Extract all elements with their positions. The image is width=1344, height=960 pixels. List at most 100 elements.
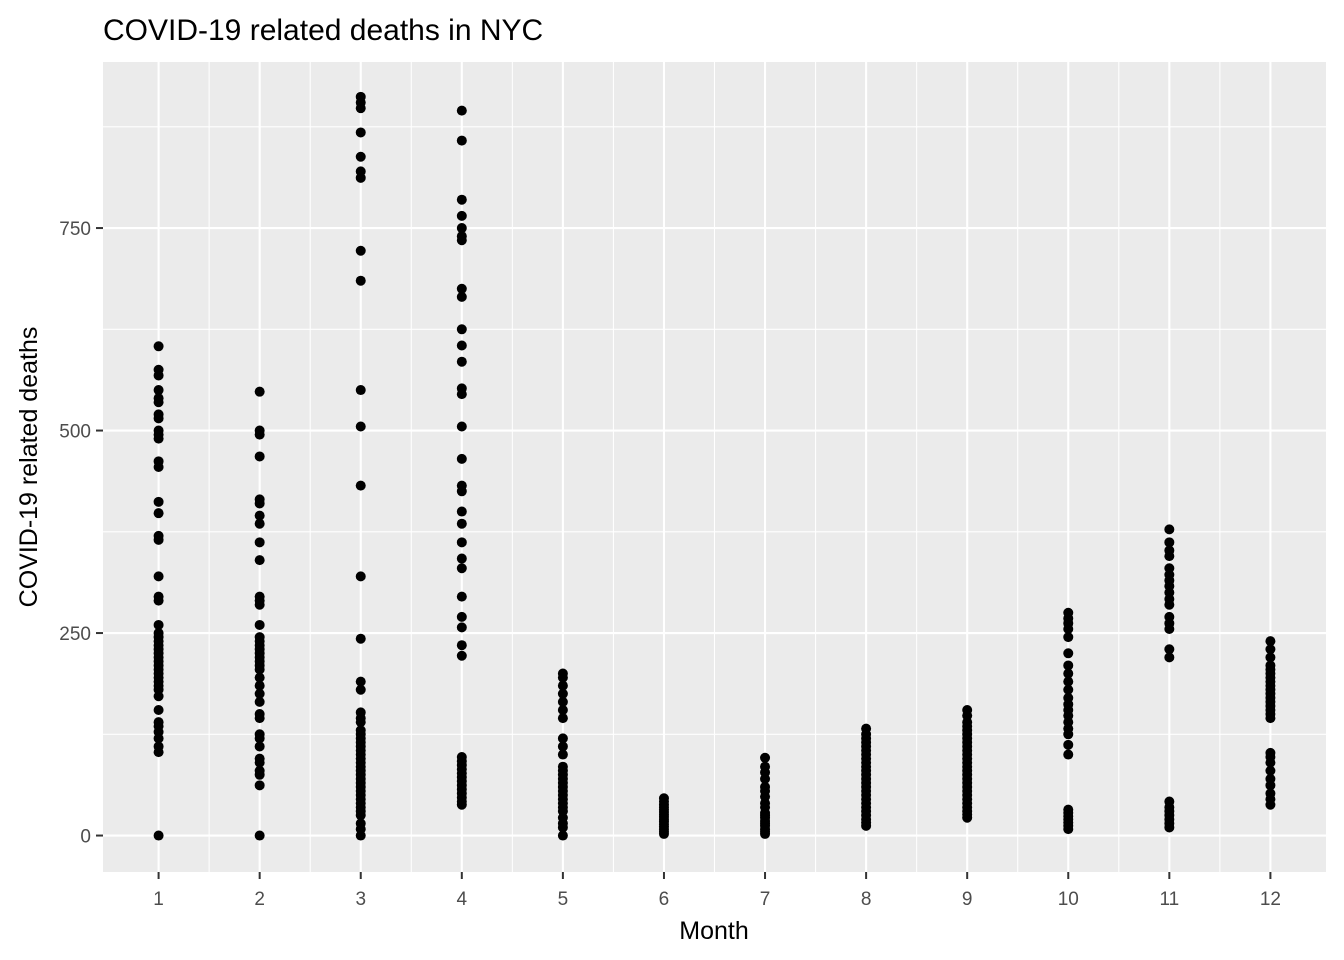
data-point <box>355 725 366 736</box>
data-point <box>254 425 265 436</box>
data-point <box>153 341 164 352</box>
data-point <box>1063 692 1074 703</box>
data-point <box>355 684 366 695</box>
data-point <box>456 640 467 651</box>
data-point <box>254 537 265 548</box>
x-tick-label: 5 <box>558 889 569 910</box>
x-tick-label: 8 <box>861 889 872 910</box>
data-point <box>456 135 467 146</box>
data-point <box>1063 676 1074 687</box>
data-point <box>557 761 568 772</box>
data-point <box>254 451 265 462</box>
x-tick-label: 11 <box>1159 889 1179 910</box>
data-point <box>153 385 164 396</box>
data-point <box>658 793 669 804</box>
x-tick-label: 6 <box>659 889 670 910</box>
data-point <box>355 91 366 102</box>
data-point <box>557 749 568 760</box>
data-point <box>1265 788 1276 799</box>
x-tick-label: 9 <box>962 889 973 910</box>
data-point <box>153 741 164 752</box>
data-point <box>557 688 568 699</box>
data-point <box>1265 773 1276 784</box>
data-point <box>1063 749 1074 760</box>
data-point <box>355 166 366 177</box>
data-point <box>153 393 164 404</box>
data-points <box>153 91 1276 841</box>
data-point <box>153 364 164 375</box>
data-point <box>861 723 872 734</box>
data-point <box>1265 765 1276 776</box>
data-point <box>1063 804 1074 815</box>
data-point <box>456 210 467 221</box>
data-point <box>153 717 164 728</box>
x-tick-label: 2 <box>254 889 265 910</box>
data-point <box>1063 632 1074 643</box>
data-point <box>456 340 467 351</box>
data-point <box>254 765 265 776</box>
data-point <box>153 705 164 715</box>
data-point <box>1164 652 1175 663</box>
data-point <box>456 283 467 294</box>
data-point <box>254 518 265 529</box>
x-tick-label: 1 <box>153 889 164 910</box>
data-point <box>355 385 366 396</box>
data-point <box>153 830 164 841</box>
y-tick-label: 750 <box>59 219 91 240</box>
data-point <box>355 676 366 687</box>
data-point <box>1164 545 1175 556</box>
data-point <box>254 591 265 602</box>
data-point <box>355 480 366 491</box>
data-point <box>1063 739 1074 750</box>
data-point <box>355 275 366 286</box>
y-axis-title: COVID-19 related deaths <box>15 327 43 608</box>
data-point <box>557 668 568 679</box>
data-point <box>557 830 568 841</box>
x-tick-label: 4 <box>457 889 468 910</box>
data-point <box>254 555 265 566</box>
data-point <box>456 421 467 432</box>
x-tick-label: 7 <box>760 889 771 910</box>
data-point <box>153 530 164 541</box>
data-point <box>153 508 164 519</box>
data-point <box>456 518 467 529</box>
data-point <box>254 672 265 683</box>
data-point <box>1164 611 1175 622</box>
data-point <box>254 729 265 740</box>
data-point <box>254 510 265 521</box>
data-point <box>254 780 265 791</box>
data-point <box>1164 644 1175 655</box>
data-point <box>153 628 164 639</box>
data-point <box>254 741 265 752</box>
data-point <box>254 830 265 841</box>
x-axis-title: Month <box>679 917 748 945</box>
data-point <box>456 480 467 491</box>
data-point <box>456 324 467 335</box>
data-point <box>1063 648 1074 659</box>
chart-title: COVID-19 related deaths in NYC <box>103 14 543 47</box>
data-point <box>456 383 467 394</box>
data-point <box>456 223 467 234</box>
data-point <box>557 696 568 707</box>
data-point <box>760 752 771 763</box>
data-point <box>355 127 366 138</box>
data-point <box>1265 636 1276 647</box>
data-point <box>456 231 467 242</box>
data-point <box>962 705 973 715</box>
data-point <box>1063 684 1074 695</box>
data-point <box>355 633 366 644</box>
data-point <box>760 761 771 772</box>
data-point <box>153 619 164 630</box>
y-tick-label: 250 <box>59 624 91 645</box>
data-point <box>456 537 467 548</box>
data-point <box>1265 747 1276 758</box>
data-point <box>1164 524 1175 535</box>
x-tick-label: 10 <box>1058 889 1079 910</box>
data-point <box>254 386 265 397</box>
data-point <box>1063 607 1074 618</box>
data-point <box>456 453 467 464</box>
data-point <box>557 705 568 715</box>
data-point <box>456 611 467 622</box>
data-point <box>254 680 265 691</box>
